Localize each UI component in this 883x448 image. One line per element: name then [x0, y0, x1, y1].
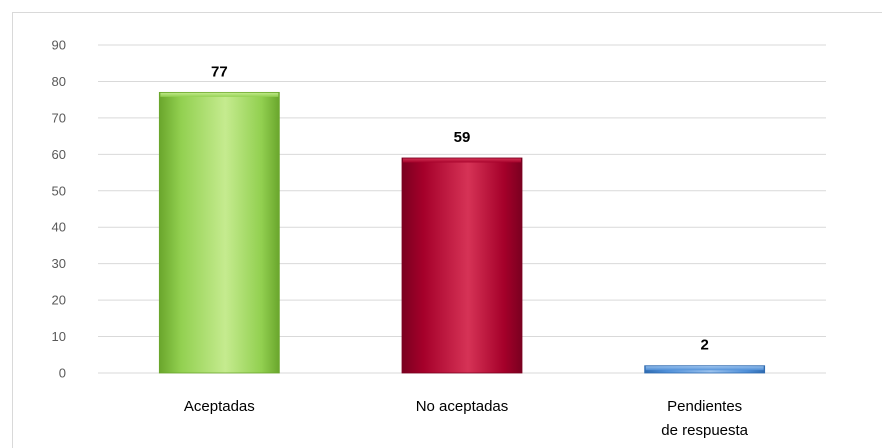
y-tick-label: 60	[52, 147, 66, 162]
category-label-line: de respuesta	[661, 422, 748, 439]
data-label: 77	[211, 63, 228, 80]
y-tick-label: 40	[52, 220, 66, 235]
bar-2	[401, 157, 523, 374]
y-tick-label: 90	[52, 38, 66, 53]
y-tick-label: 30	[52, 256, 66, 271]
y-tick-label: 70	[52, 110, 66, 125]
data-label: 59	[454, 129, 471, 146]
category-labels: Aceptadas No aceptadas Pendientes de respue…	[184, 398, 749, 439]
category-label: No aceptadas	[416, 398, 509, 415]
bar-1	[158, 91, 280, 374]
y-tick-label: 0	[59, 366, 66, 381]
data-label: 2	[700, 337, 708, 354]
y-tick-label: 50	[52, 183, 66, 198]
y-tick-label: 10	[52, 329, 66, 344]
y-tick-label: 80	[52, 74, 66, 89]
bar-body	[158, 91, 280, 374]
bar-highlight	[645, 366, 764, 371]
bar-highlight	[403, 158, 521, 163]
data-labels: 77 59 2	[211, 63, 709, 353]
category-label-line: Pendientes	[667, 398, 742, 415]
category-label-line: No aceptadas	[416, 398, 509, 415]
y-axis-ticks: 0 10 20 30 40 50 60 70 80 90	[52, 38, 66, 381]
bar-3	[644, 365, 766, 374]
bars	[158, 91, 766, 374]
bar-body	[401, 157, 523, 374]
category-label: Aceptadas	[184, 398, 255, 415]
bar-highlight	[160, 92, 279, 97]
category-label-line: Aceptadas	[184, 398, 255, 415]
category-label: Pendientes de respuesta	[661, 398, 748, 439]
y-tick-label: 20	[52, 293, 66, 308]
